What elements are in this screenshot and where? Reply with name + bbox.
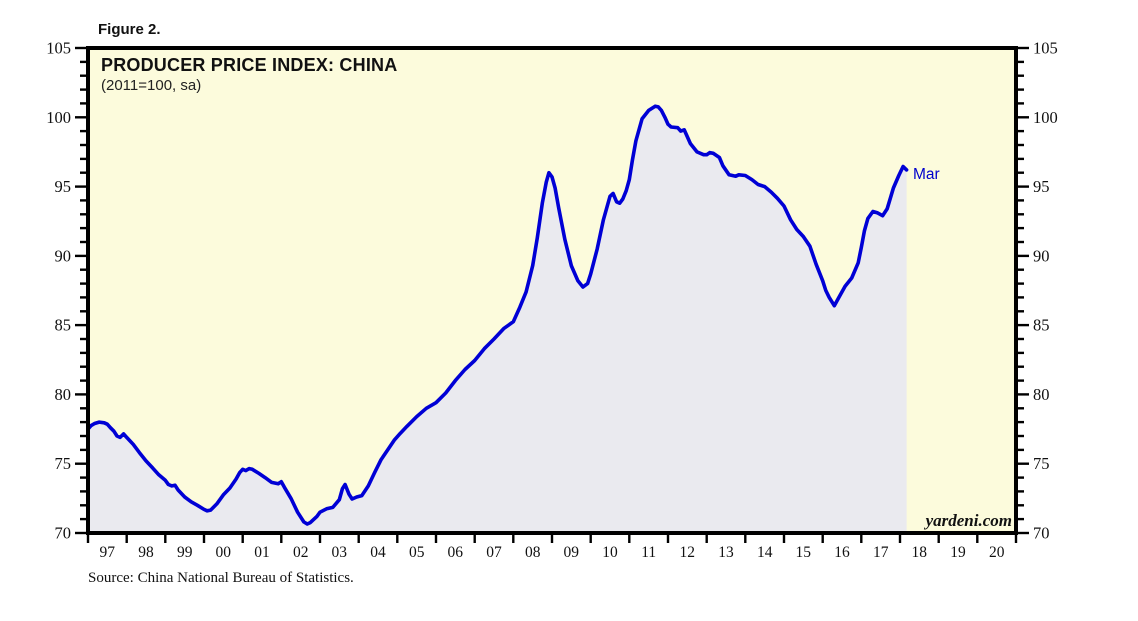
x-axis-label: 99 xyxy=(177,544,193,561)
source-note: Source: China National Bureau of Statist… xyxy=(88,570,354,586)
y-axis-label-right: 75 xyxy=(1033,454,1050,473)
watermark: yardeni.com xyxy=(925,511,1012,530)
series-line xyxy=(86,104,909,526)
x-axis-label: 18 xyxy=(912,544,928,561)
y-axis-label-left: 100 xyxy=(46,108,71,127)
y-axis-label-left: 105 xyxy=(46,39,71,58)
y-axis-label-left: 90 xyxy=(55,246,72,265)
x-axis-label: 16 xyxy=(834,544,850,561)
x-axis-label: 04 xyxy=(370,544,386,561)
y-axis-label-right: 105 xyxy=(1033,39,1058,58)
y-axis-label-left: 70 xyxy=(55,524,72,543)
plot-frame xyxy=(86,46,1018,535)
x-axis-label: 08 xyxy=(525,544,541,561)
x-axis-label: 19 xyxy=(950,544,966,561)
x-axis-label: 07 xyxy=(486,544,502,561)
x-axis-label: 02 xyxy=(293,544,309,561)
y-axis-label-right: 95 xyxy=(1033,177,1050,196)
y-axis-label-right: 80 xyxy=(1033,385,1050,404)
x-axis-label: 06 xyxy=(448,544,464,561)
y-axis-label-left: 85 xyxy=(55,316,72,335)
x-axis-label: 17 xyxy=(873,544,889,561)
x-axis-label: 09 xyxy=(564,544,580,561)
x-axis-label: 11 xyxy=(641,544,656,561)
y-axis-label-left: 95 xyxy=(55,177,72,196)
y-axis-label-right: 70 xyxy=(1033,524,1050,543)
x-axis-label: 97 xyxy=(100,544,116,561)
last-point-label: Mar xyxy=(913,166,940,183)
x-axis-label: 12 xyxy=(680,544,696,561)
x-axis-label: 00 xyxy=(216,544,232,561)
x-axis-label: 14 xyxy=(757,544,773,561)
x-axis-label: 98 xyxy=(138,544,154,561)
chart-title: PRODUCER PRICE INDEX: CHINA xyxy=(101,55,398,75)
y-axis-label-right: 90 xyxy=(1033,246,1050,265)
x-axis-label: 15 xyxy=(796,544,812,561)
x-axis-label: 10 xyxy=(602,544,618,561)
x-axis-label: 20 xyxy=(989,544,1005,561)
y-axis-label-left: 75 xyxy=(55,454,72,473)
chart-subtitle: (2011=100, sa) xyxy=(101,77,202,94)
x-axis-label: 05 xyxy=(409,544,425,561)
x-axis-label: 03 xyxy=(332,544,348,561)
x-axis-label: 13 xyxy=(718,544,734,561)
figure-label: Figure 2. xyxy=(98,21,161,38)
x-axis-label: 01 xyxy=(254,544,270,561)
y-axis-label-right: 85 xyxy=(1033,316,1050,335)
series-area-fill xyxy=(88,106,907,533)
y-axis-label-right: 100 xyxy=(1033,108,1058,127)
y-axis-label-left: 80 xyxy=(55,385,72,404)
